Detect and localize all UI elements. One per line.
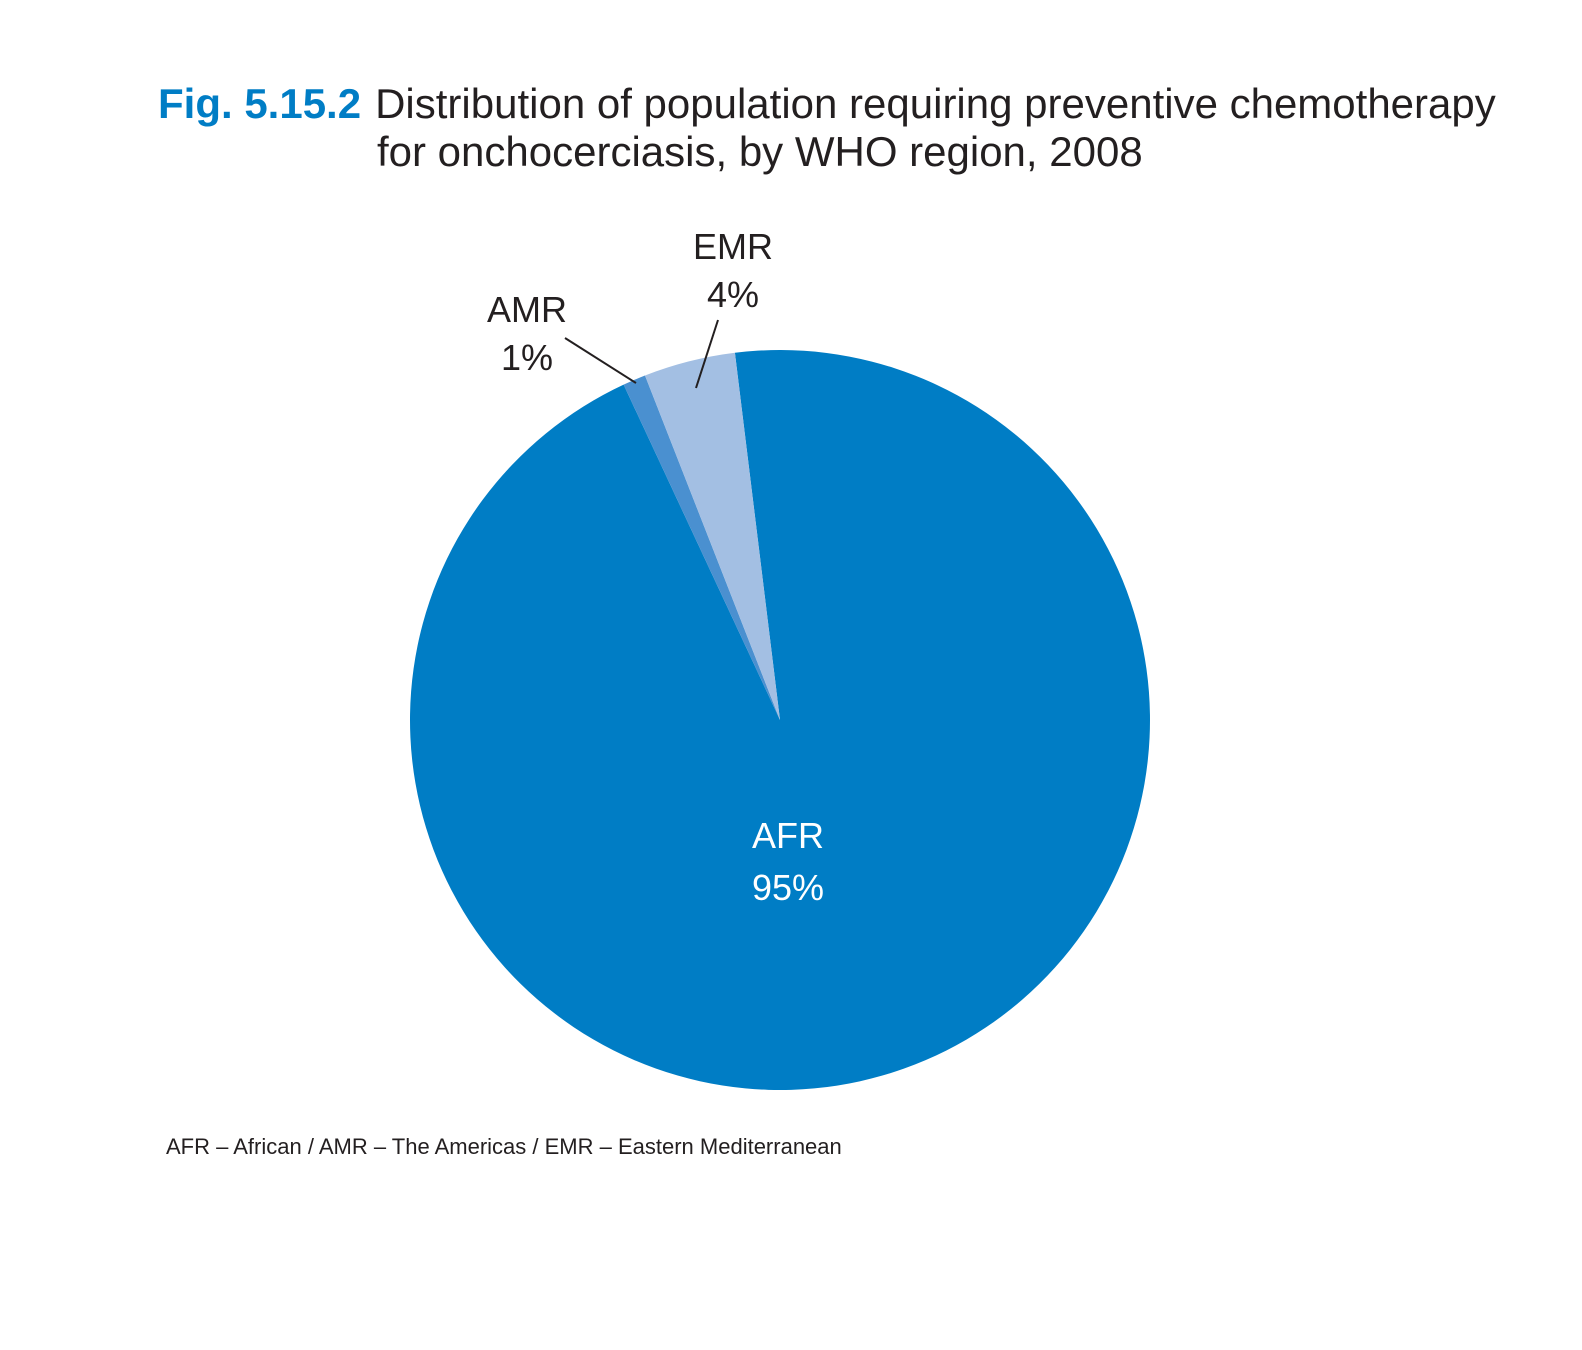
leader-line [564, 337, 637, 384]
pie-slice [623, 375, 780, 720]
figure-label: Fig. 5.15.2 [158, 80, 361, 127]
pie-slice [644, 352, 780, 720]
leader-line [695, 319, 719, 389]
slice-label: EMR [693, 226, 773, 267]
title-line: for onchocerciasis, by WHO region, 2008 [377, 128, 1143, 175]
value-label: 4% [707, 274, 759, 315]
chart-title: Fig. 5.15.2 Distribution of population re… [158, 80, 1496, 127]
value-label: 1% [501, 337, 553, 378]
value-label: 95% [752, 867, 824, 908]
slice-label: AFR [752, 815, 824, 856]
footnote: AFR – African / AMR – The Americas / EMR… [166, 1134, 842, 1159]
title-line: Distribution of population requiring pre… [375, 80, 1496, 127]
slice-label: AMR [487, 289, 567, 330]
